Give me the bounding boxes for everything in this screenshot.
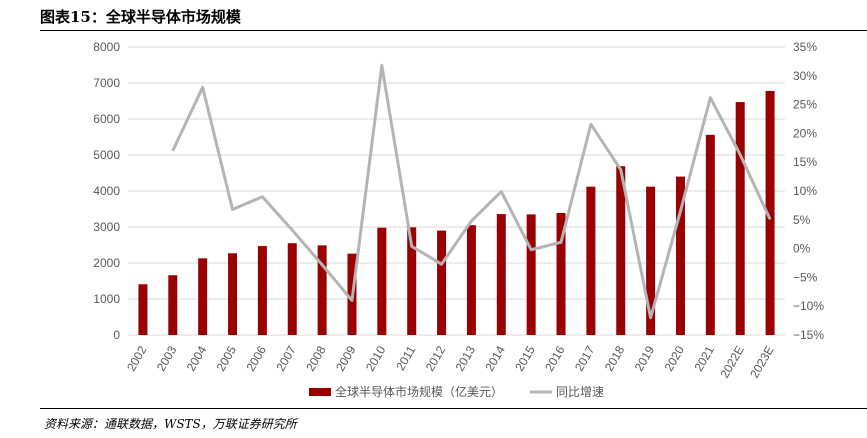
title-divider xyxy=(40,30,867,31)
bar xyxy=(317,245,327,335)
x-tick-label: 2007 xyxy=(273,343,299,373)
x-tick-label: 2012 xyxy=(423,343,449,373)
x-tick-label: 2006 xyxy=(244,343,270,373)
bar xyxy=(496,214,506,335)
bar xyxy=(586,186,596,335)
x-tick-label: 2019 xyxy=(632,343,658,373)
bar xyxy=(646,186,656,335)
y-left-tick-label: 6000 xyxy=(93,112,120,126)
bar xyxy=(198,258,208,335)
legend-line-label: 同比增速 xyxy=(556,385,604,399)
growth-point xyxy=(321,264,323,266)
growth-point xyxy=(620,169,622,171)
growth-point xyxy=(202,86,204,88)
bar xyxy=(765,90,775,335)
y-right-tick-label: 5% xyxy=(793,213,811,227)
bar xyxy=(556,212,566,335)
x-tick-label: 2003 xyxy=(154,343,180,373)
y-left-tick-label: 0 xyxy=(113,328,120,342)
bar xyxy=(377,227,387,335)
y-right-tick-label: −10% xyxy=(793,299,824,313)
growth-point xyxy=(500,191,502,193)
x-tick-label: 2020 xyxy=(662,343,688,373)
x-tick-label: 2005 xyxy=(214,343,240,373)
figure-title: 图表15：全球半导体市场规模 xyxy=(40,8,241,26)
growth-point xyxy=(679,210,681,212)
y-right-tick-label: 0% xyxy=(793,242,811,256)
y-right-tick-label: −5% xyxy=(793,270,818,284)
x-tick-label: 2004 xyxy=(184,343,210,373)
x-tick-label: 2022E xyxy=(717,344,746,381)
growth-point xyxy=(530,249,532,251)
x-tick-label: 2023E xyxy=(747,344,776,381)
bar xyxy=(407,227,417,335)
growth-point xyxy=(650,317,652,319)
bar xyxy=(526,214,536,335)
y-left-tick-label: 4000 xyxy=(93,184,120,198)
x-tick-label: 2017 xyxy=(572,343,598,373)
x-tick-label: 2014 xyxy=(482,343,508,373)
growth-point xyxy=(441,263,443,265)
y-left-tick-label: 2000 xyxy=(93,256,120,270)
bar xyxy=(616,166,626,335)
x-tick-label: 2016 xyxy=(542,343,568,373)
source-divider xyxy=(40,408,867,409)
y-left-tick-label: 3000 xyxy=(93,220,120,234)
bar xyxy=(675,176,685,335)
bar xyxy=(228,253,238,335)
x-tick-label: 2013 xyxy=(453,343,479,373)
y-right-tick-label: 15% xyxy=(793,155,817,169)
bar xyxy=(138,284,148,335)
bar xyxy=(735,102,745,335)
y-left-tick-label: 7000 xyxy=(93,76,120,90)
x-tick-label: 2009 xyxy=(333,343,359,373)
y-right-tick-label: 35% xyxy=(793,40,817,54)
growth-point xyxy=(470,220,472,222)
x-tick-label: 2021 xyxy=(691,343,717,373)
chart: 0 1000 2000 3000 4000 5000 6000 7000 8000 −15% −10… xyxy=(93,40,824,399)
y-right-tick-label: 30% xyxy=(793,69,817,83)
bar xyxy=(168,275,178,335)
y-right-tick-label: 10% xyxy=(793,184,817,198)
growth-point xyxy=(232,208,234,210)
x-tick-label: 2015 xyxy=(512,343,538,373)
growth-point xyxy=(291,229,293,231)
bar xyxy=(466,225,476,335)
growth-point xyxy=(172,150,174,152)
legend-bar-label: 全球半导体市场规模（亿美元） xyxy=(335,384,503,399)
growth-point xyxy=(351,299,353,301)
growth-point xyxy=(709,97,711,99)
bar xyxy=(287,243,297,335)
growth-point xyxy=(560,241,562,243)
growth-point xyxy=(381,64,383,66)
x-tick-label: 2008 xyxy=(303,343,329,373)
bar xyxy=(257,246,267,335)
x-tick-label: 2002 xyxy=(124,343,150,373)
growth-point xyxy=(411,245,413,247)
growth-point xyxy=(261,196,263,198)
x-tick-label: 2018 xyxy=(602,343,628,373)
y-left-tick-label: 5000 xyxy=(93,148,120,162)
source-note: 资料来源：通联数据，WSTS，万联证券研究所 xyxy=(44,417,297,431)
y-right-tick-label: 25% xyxy=(793,98,817,112)
growth-point xyxy=(769,218,771,220)
y-right-tick-label: −15% xyxy=(793,328,824,342)
x-tick-label: 2011 xyxy=(393,343,418,373)
bar xyxy=(437,230,447,335)
growth-point xyxy=(739,154,741,156)
y-left-tick-label: 8000 xyxy=(93,40,120,54)
legend-bar-swatch xyxy=(309,388,331,396)
x-tick-label: 2010 xyxy=(363,343,389,373)
y-left-tick-label: 1000 xyxy=(93,292,120,306)
bar xyxy=(705,134,715,335)
growth-point xyxy=(590,123,592,125)
y-right-tick-label: 20% xyxy=(793,126,817,140)
